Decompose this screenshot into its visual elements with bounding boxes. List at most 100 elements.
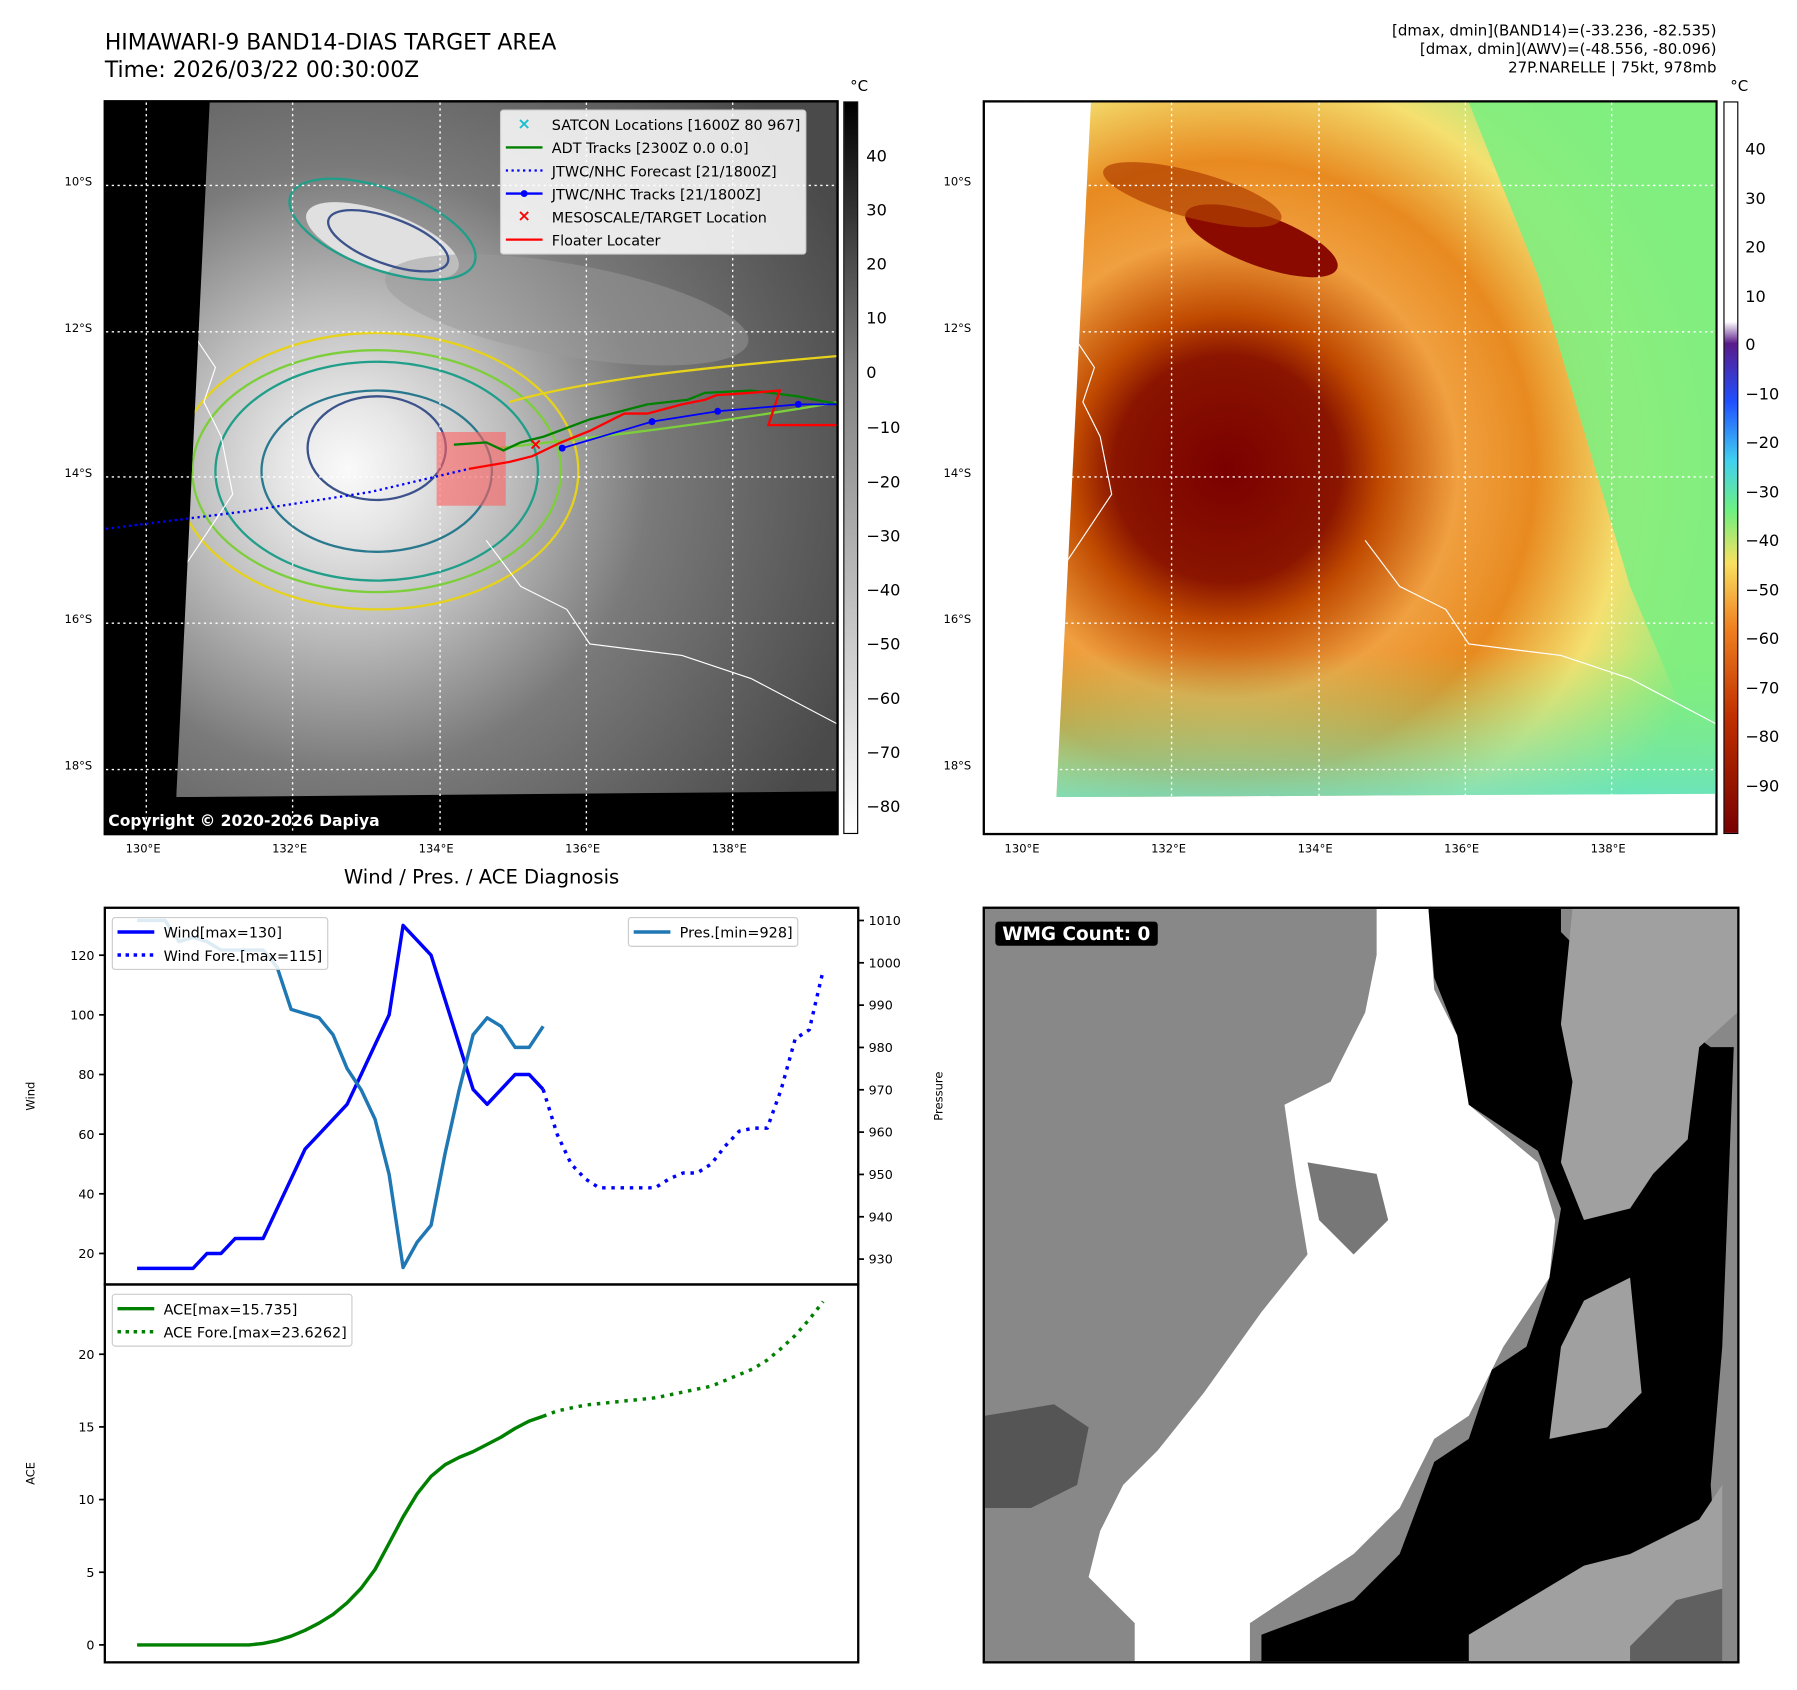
legend-wind-forecast: Wind Fore.[max=115] [163,946,323,964]
colorbar-tick: −40 [866,581,901,600]
y-right-tick-label: 990 [869,998,893,1013]
lon-label: 132°E [272,843,308,856]
y-right-tick-label: 940 [869,1209,893,1224]
y-right-axis-label: Pressure [931,1072,945,1121]
y-tick-label: 0 [86,1638,94,1653]
info-awv: [dmax, dmin](AWV)=(-48.556, -80.096) [1419,41,1717,59]
map-legend-item: JTWC/NHC Tracks [21/1800Z] [505,182,801,205]
lon-label: 130°E [125,843,161,856]
series-ace-line [137,1414,544,1647]
colorbar-tick: −80 [866,798,901,817]
cb2-unit: °C [1730,78,1749,96]
colorbar-tick: −40 [1745,532,1780,551]
colorbar-tick: −20 [1745,434,1780,453]
diagnosis-chart: 2040608010012093094095096097098099010001… [24,906,945,1664]
lon-label: 138°E [711,843,747,856]
legend-label: SATCON Locations [1600Z 80 967] [551,115,801,134]
lon-label: 136°E [565,843,601,856]
legend-label: Floater Locater [551,230,661,249]
lat-label: 18°S [64,760,93,773]
series-pres-line [137,918,545,1270]
y-tick-label: 100 [70,1007,94,1022]
y-right-tick-label: 970 [869,1082,893,1097]
wmg-count-badge: WMG Count: 0 [995,921,1158,946]
colorbar-tick: 10 [866,310,887,329]
map-legend-item: × MESOSCALE/TARGET Location [506,205,801,228]
colorbar-tick: 20 [866,255,887,275]
legend-label: ADT Tracks [2300Z 0.0 0.0] [551,138,749,157]
dotted-line-icon [505,167,543,174]
y-right-tick-label: 950 [869,1167,893,1182]
copyright: Copyright © 2020-2026 Dapiya [108,812,380,831]
jtwc-forecast-track [105,467,470,530]
colorbar-tick: 30 [866,201,887,221]
lon-label: 134°E [1297,843,1333,856]
colorbar-tick: −20 [866,473,901,492]
wmg-panel [982,906,1740,1664]
colorbar-tick: −10 [1745,385,1780,404]
target-x-marker: × [529,434,543,453]
legend-wind: Wind[max=130] [163,923,282,941]
y-axis-label: ACE [24,1462,38,1485]
y-tick-label: 5 [86,1565,94,1580]
colorbar-tick: 40 [1745,140,1766,159]
colorbar-awv [1723,101,1739,835]
chart-time: Time: 2026/03/22 00:30:00Z [104,57,420,83]
colorbar-tick: 10 [1745,287,1766,306]
colorbar-tick: −70 [1745,679,1780,698]
y-right-tick-label: 1000 [869,955,901,970]
colorbar-tick: 20 [1745,238,1766,257]
line-dot-icon [505,189,543,198]
floater-track [468,389,837,470]
legend-label: JTWC/NHC Tracks [21/1800Z] [551,184,761,203]
y-tick-label: 80 [78,1067,94,1082]
lat-label: 18°S [943,760,972,773]
lon-label: 138°E [1590,843,1626,856]
colorbar-tick: −60 [866,690,901,709]
line-icon [505,144,543,151]
colorbar-tick: −30 [866,527,901,546]
colorbar-tick: −50 [866,635,901,655]
legend-pressure: Pres.[min=928] [679,923,793,941]
ace-legend: ACE[max=15.735] ACE Fore.[max=23.6262] [111,1293,353,1347]
colorbar-tick: 30 [1745,189,1766,208]
colorbar-tick: −80 [1745,728,1780,747]
legend-label: MESOSCALE/TARGET Location [551,207,767,226]
colorbar-tick: 40 [866,147,887,166]
info-storm: 27P.NARELLE | 75kt, 978mb [1508,59,1717,78]
pressure-legend: Pres.[min=928] [627,916,799,947]
colorbar-tick: −90 [1745,777,1780,796]
y-right-tick-label: 980 [869,1040,893,1055]
info-block: [dmax, dmin](BAND14)=(-33.236, -82.535) … [1392,23,1716,78]
y-tick-label: 60 [78,1127,94,1142]
y-axis-label: Wind [24,1082,38,1111]
y-tick-label: 10 [78,1492,94,1507]
map-legend-item: × SATCON Locations [1600Z 80 967] [506,113,801,136]
map-legend: × SATCON Locations [1600Z 80 967] ADT Trac… [499,109,807,255]
lon-label: 136°E [1444,843,1480,856]
y-tick-label: 20 [78,1246,94,1261]
y-right-tick-label: 960 [869,1125,893,1140]
series-ace-fore-line [542,1300,825,1418]
colorbar-tick: 0 [1745,336,1756,355]
lat-label: 14°S [943,468,972,481]
wind-legend: Wind[max=130] Wind Fore.[max=115] [111,916,328,970]
colorbar-tick: 0 [866,364,877,383]
info-band14: [dmax, dmin](BAND14)=(-33.236, -82.535) [1392,23,1717,41]
diagnosis-title: Wind / Pres. / ACE Diagnosis [343,866,620,890]
line-icon [505,236,543,243]
wmg-imagery [984,908,1738,1662]
lon-label: 130°E [1004,843,1040,856]
lon-label: 132°E [1151,843,1187,856]
axes-frame [103,1283,860,1664]
map-legend-item: Floater Locater [505,228,801,251]
chart-title: HIMAWARI-9 BAND14-DIAS TARGET AREA [104,29,557,56]
ir-map-panel: × Copyright © 2020-2026 Dapiya × SATCON L… [103,100,839,836]
lat-label: 16°S [943,614,972,627]
y-right-tick-label: 1010 [869,913,901,928]
colorbar-grayscale [843,101,859,835]
series-wind-fore-line [541,969,825,1190]
awv-map-panel [982,100,1718,836]
y-tick-label: 15 [78,1420,94,1435]
y-tick-label: 120 [70,948,94,963]
